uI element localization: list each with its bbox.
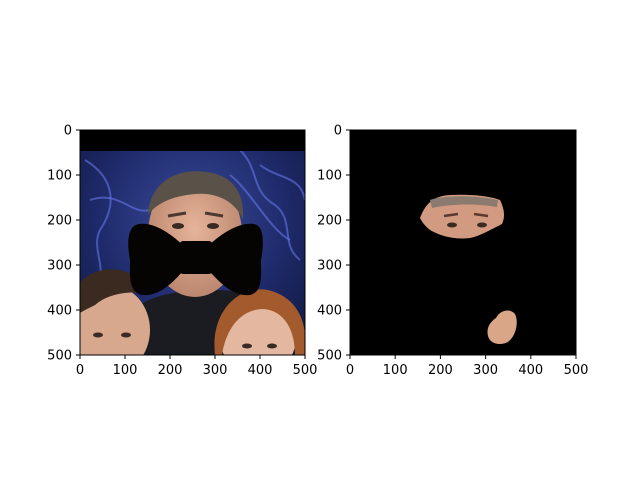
right-axis-ticks: 0 100 200 300 400 500 0 100 200 300 400 500 [317,124,588,379]
right-y-tick-label: 400 [317,304,342,319]
revealed-skin-patch [487,310,517,344]
right-y-tick-label: 500 [317,349,342,364]
right-y-tick-label: 300 [317,259,342,274]
left-image [80,130,305,355]
right-x-tick-label: 0 [346,363,354,378]
left-x-tick-label: 100 [113,363,138,378]
revealed-face-region [420,194,505,239]
right-y-tick-label: 100 [317,169,342,184]
left-x-tick-label: 500 [293,363,318,378]
right-x-tick-label: 300 [473,363,498,378]
left-y-tick-label: 0 [64,124,72,139]
right-x-tick-label: 100 [383,363,408,378]
left-axis-ticks: 0 100 200 300 400 500 0 100 200 300 400 500 [47,124,317,379]
left-y-tick-label: 200 [47,214,72,229]
left-y-tick-label: 100 [47,169,72,184]
right-y-tick-label: 0 [334,124,342,139]
bow-tie-shape [128,223,263,296]
left-x-tick-label: 300 [203,363,228,378]
right-y-tick-label: 200 [317,214,342,229]
right-axes-frame [349,129,577,356]
right-image [350,130,576,355]
left-y-tick-label: 500 [47,349,72,364]
left-y-tick-label: 400 [47,304,72,319]
right-x-tick-label: 200 [428,363,453,378]
right-x-tick-label: 400 [518,363,543,378]
left-x-tick-label: 400 [248,363,273,378]
left-x-tick-label: 0 [76,363,84,378]
right-x-tick-label: 500 [564,363,589,378]
left-axes-frame [79,129,306,356]
left-x-tick-label: 200 [158,363,183,378]
left-y-tick-label: 300 [47,259,72,274]
